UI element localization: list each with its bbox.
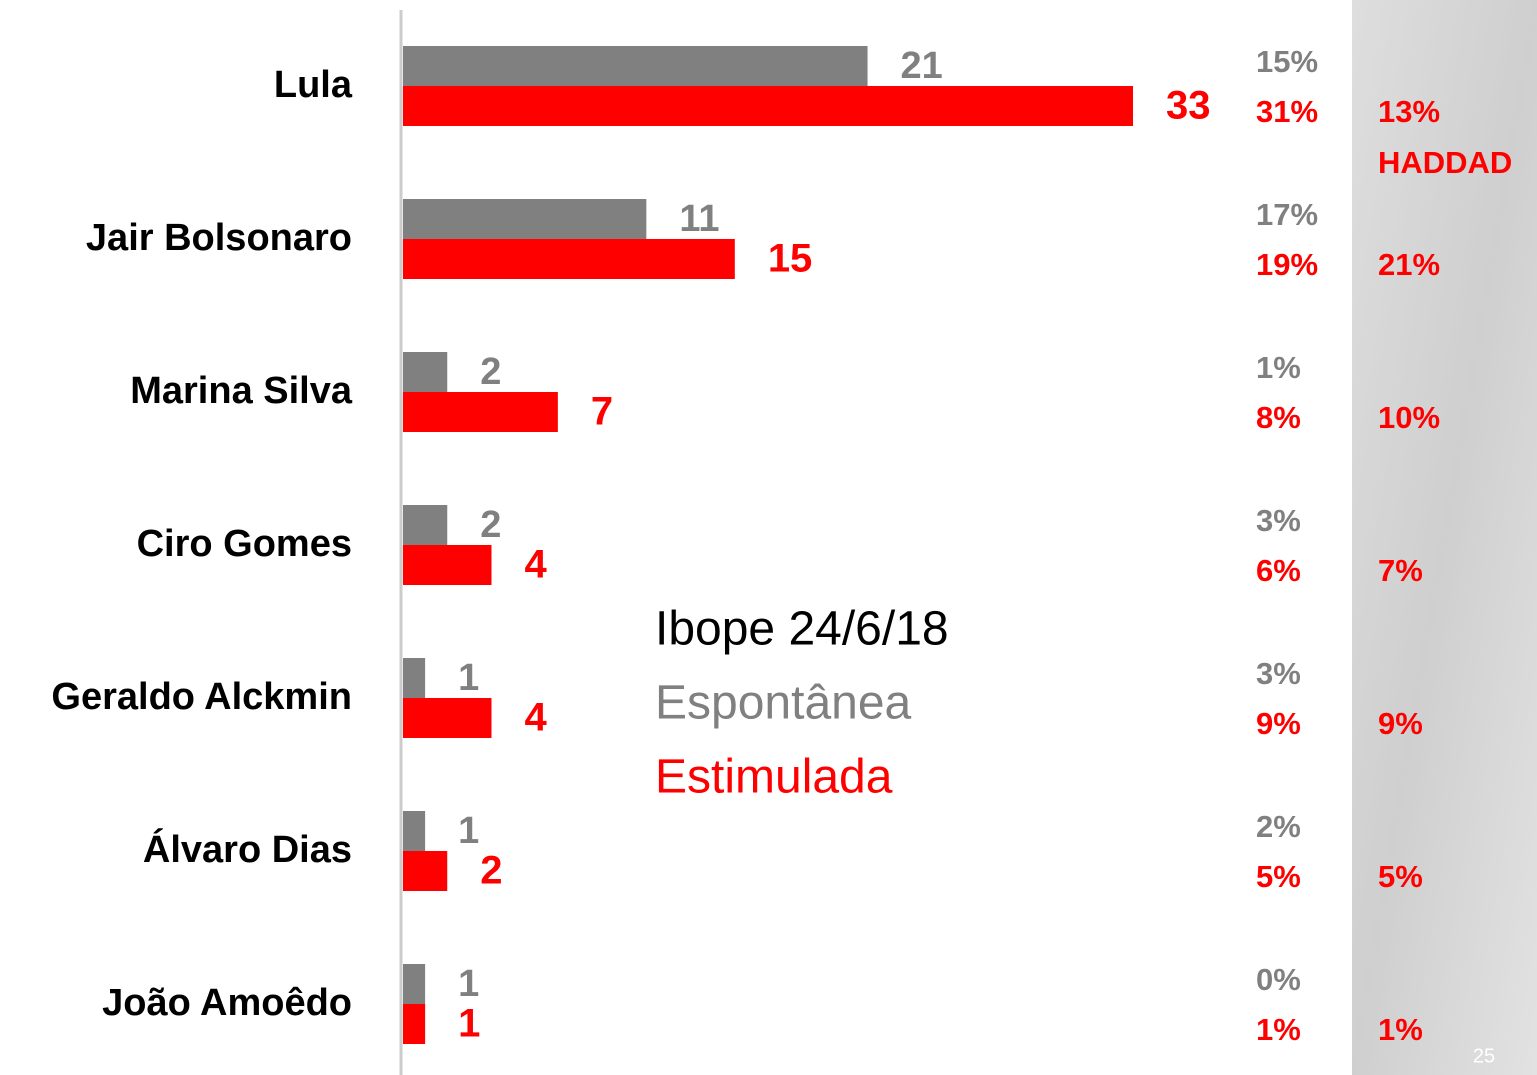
side-value: 5% — [1378, 859, 1423, 894]
side-value: 3% — [1256, 656, 1301, 691]
bar — [403, 199, 647, 239]
page-number: 25 — [1473, 1045, 1495, 1067]
value-label: 21 — [901, 45, 943, 87]
side-value: 19% — [1256, 247, 1318, 282]
value-label: 7 — [591, 390, 613, 434]
value-label: 1 — [458, 963, 479, 1005]
side-value: 1% — [1256, 350, 1301, 385]
value-label: 4 — [524, 543, 547, 587]
category-label: Jair Bolsonaro — [86, 217, 352, 259]
annotation: HADDAD — [1378, 145, 1512, 180]
bar — [403, 46, 868, 86]
category-label: Álvaro Dias — [143, 827, 352, 871]
bar — [403, 392, 558, 432]
side-value: 9% — [1378, 706, 1423, 741]
legend-entry: Espontânea — [655, 677, 912, 730]
value-label: 33 — [1166, 84, 1211, 128]
bar — [403, 86, 1133, 126]
bar — [403, 698, 492, 738]
bar — [403, 352, 448, 392]
category-label: Ciro Gomes — [137, 523, 352, 565]
bar — [403, 658, 426, 698]
side-value: 3% — [1256, 503, 1301, 538]
value-label: 11 — [679, 198, 719, 240]
category-label: João Amoêdo — [102, 982, 352, 1024]
value-label: 15 — [768, 237, 813, 281]
side-value: 10% — [1378, 400, 1440, 435]
value-label: 2 — [480, 351, 501, 393]
side-value: 2% — [1256, 809, 1301, 844]
bar — [403, 239, 735, 279]
bar — [403, 811, 426, 851]
category-label: Lula — [274, 64, 353, 106]
side-value: 15% — [1256, 44, 1318, 79]
bar — [403, 851, 448, 891]
side-value: 9% — [1256, 706, 1301, 741]
side-value: 7% — [1378, 553, 1423, 588]
side-value: 13% — [1378, 94, 1440, 129]
side-value: 17% — [1256, 197, 1318, 232]
value-label: 1 — [458, 810, 479, 852]
value-label: 4 — [524, 696, 547, 740]
bar — [403, 1004, 426, 1044]
value-label: 1 — [458, 657, 479, 699]
value-label: 1 — [458, 1002, 480, 1046]
side-value: 0% — [1256, 962, 1301, 997]
side-value: 8% — [1256, 400, 1301, 435]
legend-entry: Estimulada — [655, 751, 893, 804]
side-value: 31% — [1256, 94, 1318, 129]
category-label: Geraldo Alckmin — [51, 676, 352, 718]
bar — [403, 545, 492, 585]
side-value: 5% — [1256, 859, 1301, 894]
side-value: 1% — [1378, 1012, 1423, 1047]
value-label: 2 — [480, 504, 501, 546]
side-value: 1% — [1256, 1012, 1301, 1047]
side-value: 21% — [1378, 247, 1440, 282]
category-label: Marina Silva — [130, 370, 353, 412]
chart-title: Ibope 24/6/18 — [655, 603, 949, 656]
bar — [403, 505, 448, 545]
side-value: 6% — [1256, 553, 1301, 588]
value-label: 2 — [480, 849, 502, 893]
side-panel — [1352, 0, 1537, 1075]
bar — [403, 964, 426, 1004]
